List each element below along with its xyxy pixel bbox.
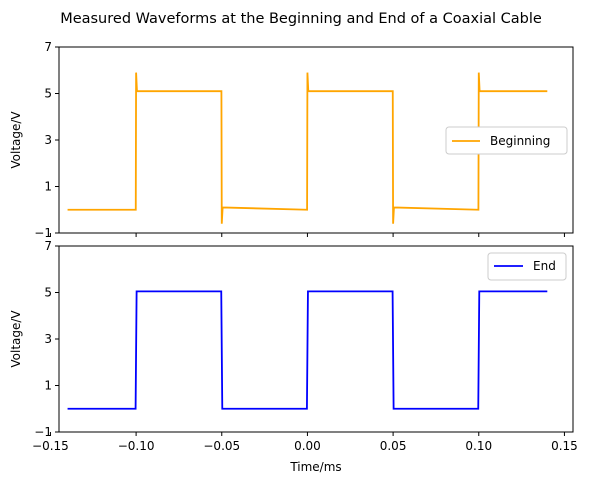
bottom-x-tick-label: −0.15 [32, 439, 69, 453]
bottom-legend-box [487, 252, 567, 281]
top-y-axis-label: Voltage/V [9, 111, 23, 169]
bottom-y-tick-label: 3 [44, 332, 52, 346]
series-line-beginning [67, 72, 548, 224]
bottom-x-axis: −0.15 −0.10 −0.05 0.00 0.05 0.10 0.15 [32, 432, 578, 453]
bottom-x-tick-label: 0.15 [551, 439, 578, 453]
bottom-y-tick-label: −1 [34, 425, 52, 439]
top-y-tick-label: 5 [44, 87, 52, 101]
top-y-axis: −1 1 3 5 7 [34, 40, 59, 240]
top-x-axis [49, 233, 565, 237]
x-axis-label: Time/ms [289, 460, 341, 474]
bottom-x-tick-label: 0.10 [465, 439, 492, 453]
bottom-x-tick-label: −0.10 [118, 439, 155, 453]
bottom-x-tick-label: 0.00 [294, 439, 321, 453]
bottom-y-axis-label: Voltage/V [9, 310, 23, 368]
bottom-y-tick-label: 1 [44, 379, 52, 393]
legend-label-beginning: Beginning [490, 134, 550, 148]
series-line-end [67, 290, 548, 410]
legend-label-end: End [533, 259, 556, 273]
top-y-tick-label: −1 [34, 226, 52, 240]
top-legend: Beginning [445, 126, 568, 155]
bottom-y-tick-label: 7 [44, 239, 52, 253]
bottom-x-tick-label: −0.05 [203, 439, 240, 453]
top-legend-box [445, 126, 568, 155]
top-panel: −1 1 3 5 7 Voltage/V Beginning [9, 40, 574, 240]
top-y-tick-label: 7 [44, 40, 52, 54]
top-y-tick-label: 1 [44, 180, 52, 194]
bottom-x-tick-label: 0.05 [380, 439, 407, 453]
bottom-legend: End [487, 252, 567, 281]
bottom-y-axis: −1 1 3 5 7 [34, 239, 59, 439]
bottom-y-tick-label: 5 [44, 286, 52, 300]
top-y-tick-label: 3 [44, 133, 52, 147]
chart-title: Measured Waveforms at the Beginning and … [60, 11, 542, 27]
bottom-panel: −1 1 3 5 7 −0.15 −0.10 −0.05 0.00 0.05 0.10 0.15 V… [9, 239, 578, 474]
